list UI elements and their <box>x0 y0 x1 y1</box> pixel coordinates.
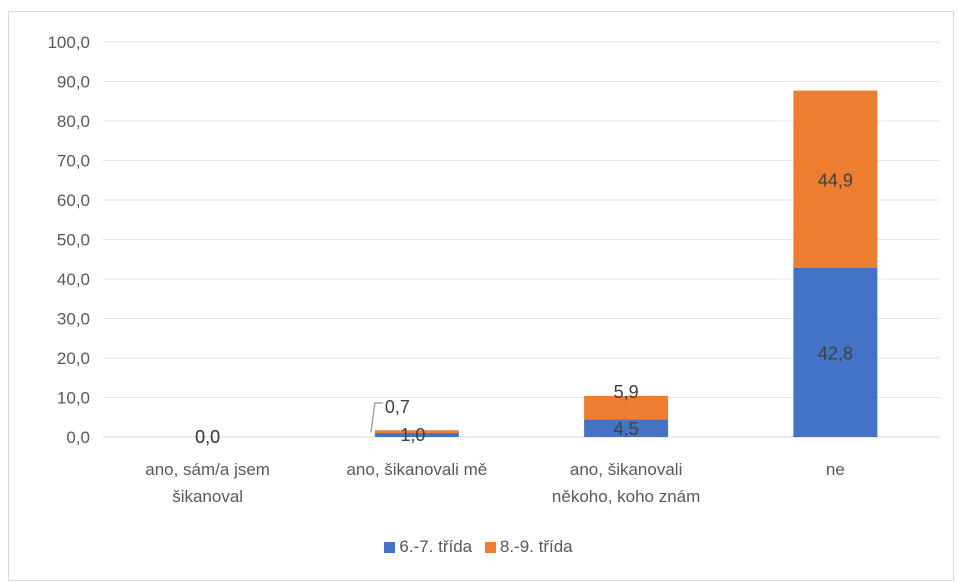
data-label-2-series-1: 4,5 <box>614 419 639 439</box>
y-tick-label-4: 40,0 <box>57 270 90 289</box>
y-tick-label-1: 10,0 <box>57 389 90 408</box>
y-tick-label-7: 70,0 <box>57 152 90 171</box>
legend-label-series-1: 6.-7. třída <box>399 537 473 556</box>
data-label-0-series-2: 0,0 <box>195 427 220 447</box>
y-tick-label-3: 30,0 <box>57 310 90 329</box>
y-tick-label-10: 100,0 <box>47 33 90 52</box>
bar-1-series-2 <box>374 430 459 434</box>
y-tick-label-9: 90,0 <box>57 73 90 92</box>
legend-item-series-2: 8.-9. třída <box>484 537 573 557</box>
y-tick-label-8: 80,0 <box>57 112 90 131</box>
category-label-2-line-1: někoho, koho znám <box>552 487 700 506</box>
data-label-0-series-1: 0,0 <box>195 427 220 447</box>
legend-swatch-series-1 <box>384 541 396 553</box>
legend-item-series-1: 6.-7. třída <box>384 537 472 557</box>
y-tick-label-2: 20,0 <box>57 349 90 368</box>
category-label-0-line-1: šikanoval <box>172 487 243 506</box>
bar-3-series-1 <box>793 267 878 437</box>
data-label-3-series-1: 42,8 <box>818 343 853 363</box>
bar-3-series-2 <box>793 90 878 268</box>
data-label-2-series-2: 5,9 <box>614 382 639 402</box>
category-label-2-line-0: ano, šikanovali <box>570 460 682 479</box>
data-label-1-series-2: 0,7 <box>385 397 410 417</box>
bar-1-series-1 <box>374 433 459 437</box>
legend: 6.-7. třída 8.-9. třída <box>0 537 957 558</box>
leader-line-1 <box>370 402 383 433</box>
data-label-3-series-2: 44,9 <box>818 170 853 190</box>
y-tick-label-0: 0,0 <box>66 428 90 447</box>
y-tick-label-6: 60,0 <box>57 191 90 210</box>
data-label-1-series-1: 1,0 <box>400 425 425 445</box>
legend-swatch-series-2 <box>484 541 496 553</box>
category-label-1-line-0: ano, šikanovali mě <box>346 460 487 479</box>
y-tick-label-5: 50,0 <box>57 231 90 250</box>
category-label-0-line-0: ano, sám/a jsem <box>145 460 270 479</box>
bar-2-series-1 <box>584 419 669 437</box>
category-label-3-line-0: ne <box>826 460 845 479</box>
bar-2-series-2 <box>584 395 669 420</box>
legend-label-series-2: 8.-9. třída <box>499 537 573 556</box>
